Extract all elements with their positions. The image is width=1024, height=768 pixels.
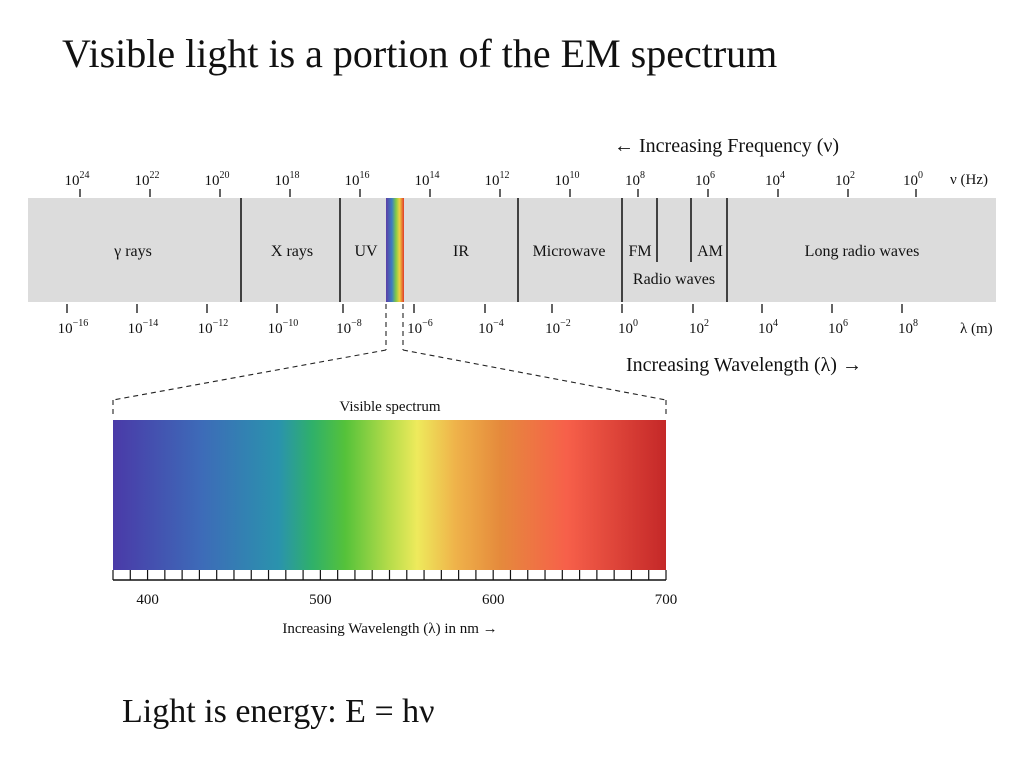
frequency-unit-label: ν (Hz) [950, 172, 988, 188]
wavelength-tick-label: 10−4 [478, 318, 504, 337]
wavelength-arrow-label: Increasing Wavelength (λ) → [626, 354, 862, 376]
wavelength-tick-label: 10−10 [268, 318, 299, 337]
region-dividers [240, 198, 728, 302]
frequency-arrow-label: ← Increasing Frequency (ν) [614, 135, 839, 157]
visible-strip [386, 198, 404, 302]
region-xray-label: X rays [271, 243, 313, 260]
frequency-tick-label: 108 [625, 170, 645, 189]
zoom-connectors [112, 304, 667, 418]
em-spectrum-band [28, 198, 996, 302]
frequency-tick-label: 1018 [275, 170, 300, 189]
region-fm-label: FM [628, 243, 651, 260]
frequency-tick-label: 1010 [555, 170, 580, 189]
wavelength-tick-label: 10−2 [545, 318, 571, 337]
frequency-tick-label: 1020 [205, 170, 230, 189]
wavelength-tick-label: 10−16 [58, 318, 89, 337]
region-ir-label: IR [453, 243, 469, 260]
visible-tick-label: 700 [655, 592, 678, 608]
region-uv-label: UV [354, 243, 378, 260]
wavelength-tick-label: 100 [618, 318, 638, 337]
wavelength-tick-label: 104 [758, 318, 778, 337]
visible-axis: 400 500 600 700 [112, 570, 678, 608]
wavelength-tick-label: 106 [828, 318, 848, 337]
region-gamma-label: γ rays [113, 243, 152, 260]
region-long-radio-label: Long radio waves [805, 243, 920, 260]
frequency-tick-label: 106 [695, 170, 715, 189]
wavelength-tick-label: 10−8 [336, 318, 362, 337]
frequency-tick-label: 102 [835, 170, 855, 189]
wavelength-tick-label: 102 [689, 318, 709, 337]
frequency-tick-label: 104 [765, 170, 785, 189]
visible-tick-label: 600 [482, 592, 505, 608]
energy-equation: Light is energy: E = hν [122, 693, 435, 730]
frequency-tick-label: 1016 [345, 170, 370, 189]
visible-spectrum-title: Visible spectrum [339, 399, 440, 415]
slide-title: Visible light is a portion of the EM spe… [62, 31, 778, 76]
region-radio-label: Radio waves [633, 271, 715, 288]
frequency-tick-label: 1022 [135, 170, 160, 189]
wavelength-tick-label: 108 [898, 318, 918, 337]
zoom-line-left [112, 349, 387, 401]
frequency-axis: 1024 1022 1020 1018 1016 1014 1012 1010 108 106 10… [65, 170, 923, 197]
frequency-tick-label: 1014 [415, 170, 440, 189]
wavelength-unit-label: λ (m) [960, 321, 993, 337]
region-am-label: AM [697, 243, 723, 260]
frequency-tick-label: 1012 [485, 170, 510, 189]
visible-spectrum-gradient [113, 420, 666, 570]
region-microwave-label: Microwave [533, 243, 606, 260]
frequency-tick-label: 100 [903, 170, 923, 189]
visible-tick-label: 500 [309, 592, 332, 608]
visible-axis-label: Increasing Wavelength (λ) in nm → [282, 621, 497, 637]
wavelength-tick-label: 10−12 [198, 318, 229, 337]
wavelength-tick-label: 10−6 [407, 318, 433, 337]
frequency-tick-label: 1024 [65, 170, 90, 189]
visible-tick-label: 400 [136, 592, 159, 608]
wavelength-tick-label: 10−14 [128, 318, 159, 337]
wavelength-axis: 10−16 10−14 10−12 10−10 10−8 10−6 10−4 10−2 100 1… [58, 304, 918, 337]
